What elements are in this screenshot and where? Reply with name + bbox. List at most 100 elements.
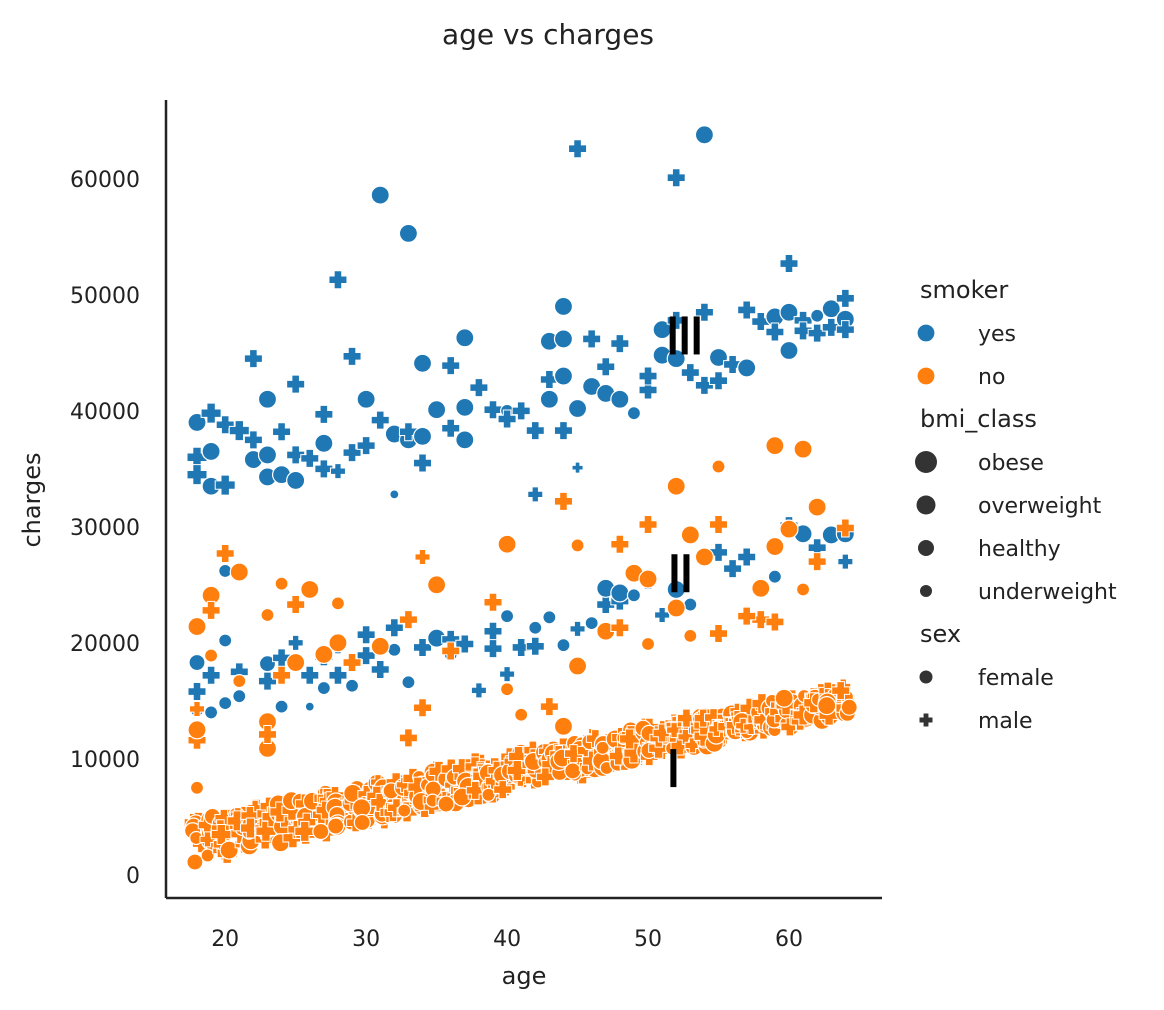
data-point-no: [272, 665, 292, 685]
legend-marker: [915, 451, 937, 473]
data-point-no: [640, 636, 656, 652]
data-point-no: [427, 575, 447, 595]
data-point-yes: [300, 448, 320, 468]
data-point-no: [610, 618, 630, 638]
data-point-yes: [257, 389, 278, 409]
data-point-yes: [793, 321, 813, 341]
data-point-no: [835, 518, 855, 538]
data-point-yes: [232, 689, 247, 704]
data-point-yes: [370, 185, 390, 205]
data-point-no: [398, 610, 418, 630]
data-point-no: [553, 716, 574, 736]
annotation-layer: [669, 316, 700, 788]
band-point: [437, 795, 455, 813]
data-point-yes: [511, 637, 531, 657]
band-point: [353, 813, 371, 832]
data-point-yes: [441, 418, 461, 438]
data-point-no: [187, 720, 207, 740]
data-point-yes: [779, 254, 799, 274]
data-point-yes: [356, 646, 376, 666]
data-point-yes: [568, 139, 588, 159]
data-point-yes: [257, 671, 277, 691]
data-point-yes: [610, 583, 630, 603]
band-point: [481, 787, 496, 802]
data-point-yes: [272, 422, 292, 442]
legend-marker: [918, 540, 934, 556]
band-point: [774, 688, 794, 708]
data-point-yes: [654, 606, 671, 623]
annotation-mark: [669, 316, 700, 355]
data-point-yes: [398, 223, 419, 243]
x-tick-label: 50: [634, 927, 662, 952]
data-point-yes: [370, 660, 390, 680]
data-point-no: [765, 436, 785, 456]
data-point-yes: [384, 618, 404, 638]
data-point-yes: [694, 375, 714, 395]
data-point-yes: [584, 616, 599, 631]
legend-marker: [918, 712, 934, 728]
band-point: [831, 681, 851, 701]
band-point: [312, 822, 330, 841]
band-point: [595, 740, 610, 755]
data-point-yes: [316, 680, 331, 696]
band-point: [608, 746, 628, 766]
data-point-yes: [765, 322, 785, 342]
data-point-yes: [201, 441, 221, 462]
data-point-yes: [413, 453, 433, 473]
data-point-no: [779, 519, 799, 539]
annotation-stroke: [693, 316, 700, 355]
y-tick-label: 10000: [70, 748, 140, 773]
data-point-yes: [314, 433, 334, 453]
legend-label: healthy: [978, 537, 1061, 562]
band-point: [327, 817, 345, 835]
data-point-no: [314, 644, 334, 665]
data-point-yes: [187, 412, 207, 433]
band-point: [219, 840, 239, 860]
data-point-yes: [821, 317, 841, 337]
data-point-no: [286, 652, 306, 673]
legend-title: smoker: [920, 276, 1008, 304]
data-point-yes: [638, 366, 658, 386]
data-point-yes: [553, 296, 574, 317]
data-point-yes: [596, 357, 616, 377]
data-point-no: [793, 439, 813, 459]
data-point-no: [499, 682, 515, 697]
data-point-yes: [737, 300, 757, 320]
data-point-yes: [810, 308, 825, 323]
data-point-yes: [497, 409, 517, 429]
data-point-yes: [539, 389, 559, 409]
data-point-yes: [525, 636, 545, 656]
data-point-yes: [401, 675, 416, 690]
data-point-no: [189, 700, 206, 717]
data-point-yes: [582, 329, 602, 349]
data-point-yes: [228, 420, 250, 442]
data-point-no: [204, 648, 219, 663]
data-point-yes: [342, 346, 362, 366]
data-point-yes: [767, 569, 782, 584]
data-point-yes: [571, 461, 584, 474]
data-point-no: [709, 515, 729, 535]
data-point-yes: [567, 398, 588, 419]
data-point-yes: [218, 633, 233, 648]
legend-marker: [919, 670, 933, 684]
data-point-yes: [666, 310, 686, 330]
band-point: [535, 767, 555, 787]
band-point: [840, 698, 858, 716]
annotation-stroke: [670, 749, 677, 788]
data-point-yes: [553, 329, 574, 349]
data-point-yes: [412, 426, 433, 446]
band-point: [186, 853, 204, 871]
legend-label: no: [978, 365, 1005, 390]
data-point-yes: [737, 358, 757, 378]
data-point-yes: [243, 349, 263, 369]
data-point-no: [638, 515, 658, 535]
x-tick-label: 40: [493, 927, 521, 952]
data-point-yes: [525, 421, 545, 441]
data-point-yes: [187, 682, 207, 702]
legend-marker: [916, 323, 936, 343]
data-point-yes: [610, 389, 630, 409]
band-point: [493, 780, 513, 800]
data-point-no: [751, 578, 771, 598]
data-point-no: [215, 544, 235, 564]
